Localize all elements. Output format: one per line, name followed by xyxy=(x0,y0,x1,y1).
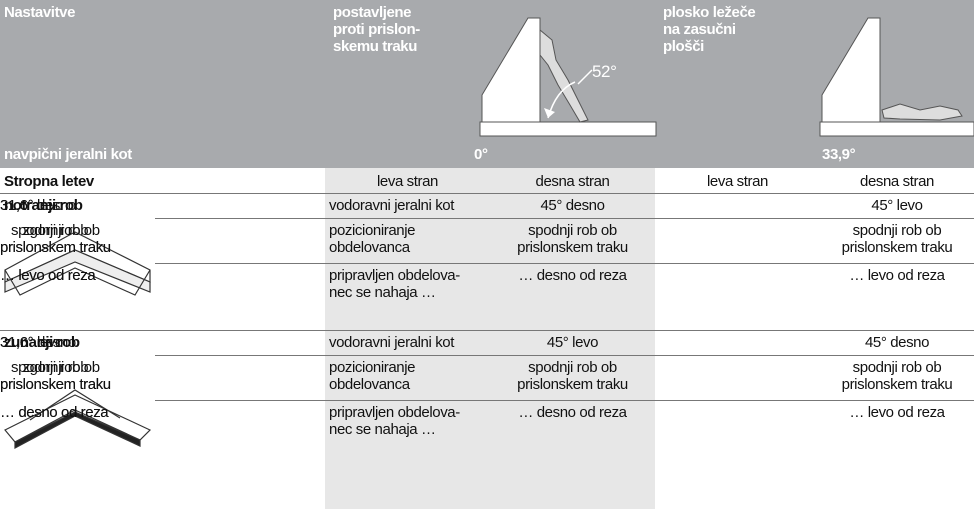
cell-text: 31,6° levo xyxy=(0,197,63,214)
mount-fence: postavljene proti prislon- skemu traku xyxy=(333,4,420,55)
cell-text: spodnji rob ob prislonskem traku xyxy=(517,222,628,256)
cell-text: 45° desno xyxy=(540,197,605,214)
cell-text: … desno od reza xyxy=(0,404,109,421)
cell-text: spodnji rob ob prislonskem traku xyxy=(841,222,953,256)
rule xyxy=(155,218,974,219)
outer-corner-icon xyxy=(4,389,152,449)
mount-flat: plosko ležeče na zasučni plošči xyxy=(663,4,756,55)
row-label: vodoravni jeralni kot xyxy=(329,197,455,214)
header-title: Nastavitve xyxy=(4,4,76,21)
cell-text: 45° levo xyxy=(871,197,923,214)
cell-text: 45° desno xyxy=(864,334,930,351)
cell-text: … desno od reza xyxy=(518,267,627,284)
cell-text: … desno od reza xyxy=(518,404,627,421)
head-cell: desna stran xyxy=(860,173,934,190)
cell-text: zgornji rob prislonskem traku xyxy=(0,222,111,256)
cell-text: spodnji rob ob prislonskem traku xyxy=(841,359,953,393)
cell-text: 45° levo xyxy=(546,334,599,351)
cell-text: spodnji rob ob prislonskem traku xyxy=(0,222,111,256)
rule xyxy=(155,263,974,264)
header-illustrations xyxy=(479,17,974,137)
vertical-fence: 0° xyxy=(474,146,488,163)
head-cell: leva stran xyxy=(376,173,439,190)
inner-corner-icon xyxy=(4,231,151,296)
cell-text: … levo od reza xyxy=(0,267,96,284)
cell-text: 31,6° levo xyxy=(0,334,63,351)
angle-note: 52° xyxy=(592,62,617,81)
cell-text: … levo od reza xyxy=(849,267,945,284)
rule xyxy=(0,193,974,194)
section-name: zunanji rob xyxy=(4,334,80,351)
shade xyxy=(325,168,655,509)
cell-text: 31,6° desno xyxy=(0,334,76,351)
cell-text: spodnji rob ob prislonskem traku xyxy=(517,359,628,393)
cell-text: zgornji rob prislonskem traku xyxy=(0,359,111,393)
row-label: pripravljen obdelova- nec se nahaja … xyxy=(329,267,460,301)
cell-text: … levo od reza xyxy=(849,404,945,421)
rule xyxy=(0,330,974,331)
header-band xyxy=(0,0,974,168)
head-cell: desna stran xyxy=(535,173,610,190)
row-label: vodoravni jeralni kot xyxy=(329,334,455,351)
section-name: notranji rob xyxy=(4,197,83,214)
rule xyxy=(155,355,974,356)
vertical-label: navpični jeralni kot xyxy=(4,146,132,163)
cell-text: 31,6° desno xyxy=(0,197,76,214)
cell-text: … desno od reza xyxy=(0,404,109,421)
row-label: pozicioniranje obdelovanca xyxy=(329,359,416,393)
rule xyxy=(155,400,974,401)
cell-text: … levo od reza xyxy=(0,267,96,284)
vertical-flat: 33,9° xyxy=(822,146,856,163)
head-cell: leva stran xyxy=(706,173,769,190)
head-cell: Stropna letev xyxy=(4,173,94,190)
row-label: pozicioniranje obdelovanca xyxy=(329,222,416,256)
row-label: pripravljen obdelova- nec se nahaja … xyxy=(329,404,460,438)
cell-text: spodnji rob ob prislonskem traku xyxy=(0,359,111,393)
